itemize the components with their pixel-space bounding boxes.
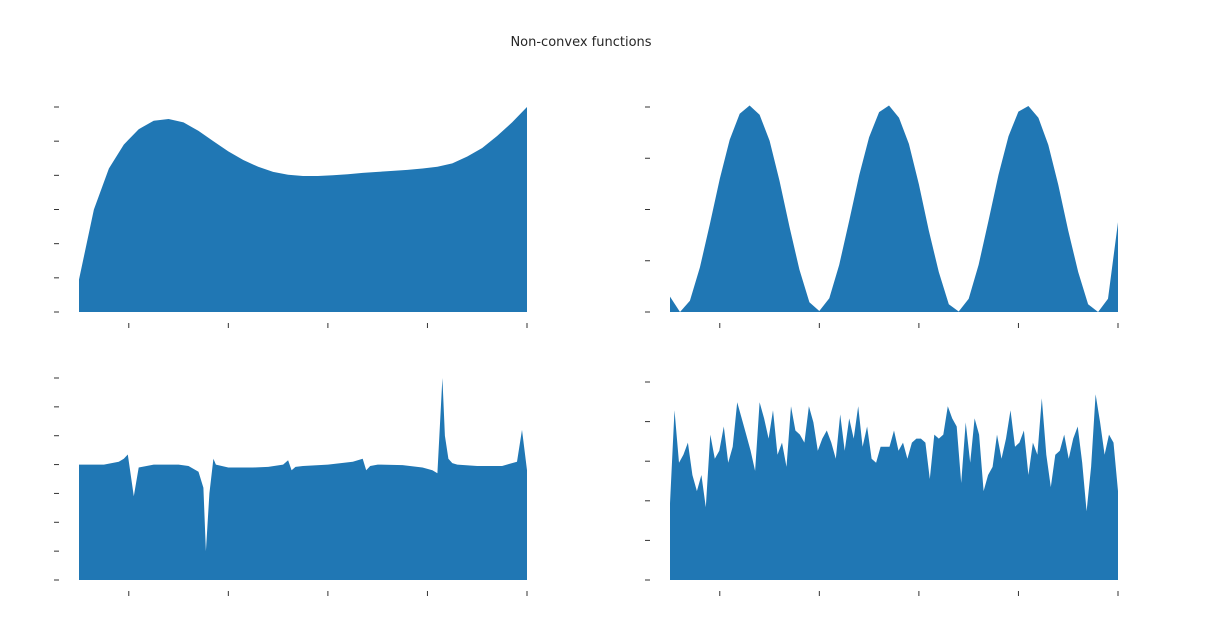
subplot-3 [54, 377, 528, 596]
area-series-2-1 [670, 105, 1118, 312]
area-series-3-1 [79, 378, 527, 580]
subplot-2 [645, 105, 1119, 328]
area-series-4-1 [670, 394, 1118, 580]
figure-title: Non-convex functions [510, 35, 651, 50]
area-series-1-1 [79, 107, 527, 312]
subplots-grid [54, 105, 1119, 596]
subplot-4 [645, 381, 1119, 596]
subplot-1 [54, 106, 528, 328]
